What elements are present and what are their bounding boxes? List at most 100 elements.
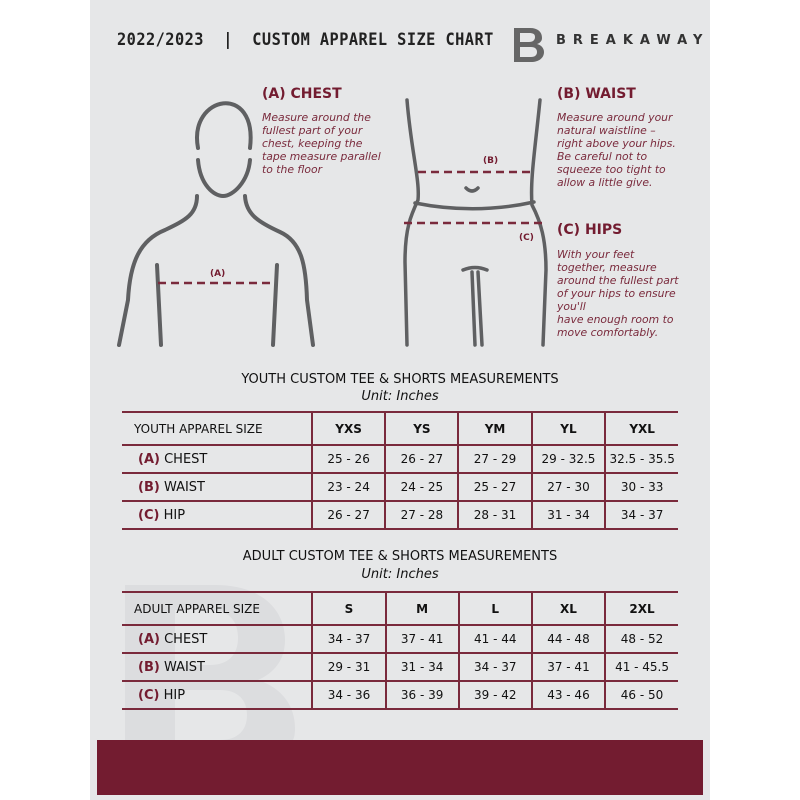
youth-table-title: YOUTH CUSTOM TEE & SHORTS MEASUREMENTS: [241, 372, 559, 387]
waist-marker: (B): [483, 156, 498, 166]
measurement-label: (C) HIP: [122, 500, 312, 530]
chest-line: Measure around the: [262, 111, 371, 124]
measurement-value: 24 - 25: [384, 472, 459, 502]
size-column-header: YS: [384, 411, 459, 446]
waist-line: Measure around your: [557, 111, 673, 124]
chest-line: chest, keeping the: [262, 137, 363, 150]
size-column-header: 2XL: [604, 591, 678, 626]
adult-table-title: ADULT CUSTOM TEE & SHORTS MEASUREMENTS: [242, 549, 558, 564]
hips-heading: (C) HIPS: [557, 222, 623, 238]
measurement-name: WAIST: [163, 479, 206, 495]
measurement-value: 27 - 29: [457, 444, 532, 474]
brand-name: BREAKAWAY: [556, 33, 710, 48]
table-row: (C) HIP 26 - 27 27 - 28 28 - 31 31 - 34 34 - …: [122, 500, 678, 530]
measurement-name: CHEST: [164, 451, 208, 467]
size-column-header: YM: [457, 411, 532, 446]
measurement-label: (B) WAIST: [122, 652, 313, 682]
size-column-header: M: [384, 591, 459, 626]
waist-line: Be careful not to: [557, 150, 648, 163]
youth-table-unit: Unit: Inches: [361, 389, 439, 404]
measurement-value: 44 - 48: [530, 624, 606, 654]
size-column-header: L: [457, 591, 532, 626]
chest-marker: (A): [210, 269, 225, 279]
page-title: 2022/2023 | CUSTOM APPAREL SIZE CHART: [117, 30, 494, 50]
table-row: (C) HIP 34 - 36 36 - 39 39 - 42 43 - 46 46 - …: [122, 680, 678, 710]
waist-line: right above your hips.: [557, 137, 676, 150]
size-column-header: XL: [530, 591, 606, 626]
measurement-value: 34 - 37: [457, 652, 532, 682]
measurement-value: 39 - 42: [457, 680, 532, 710]
measurement-value: 34 - 37: [604, 500, 678, 530]
size-header: ADULT APPAREL SIZE: [122, 591, 313, 626]
waist-line: allow a little give.: [557, 176, 653, 189]
measurement-value: 29 - 32.5: [530, 444, 606, 474]
logo-icon: [514, 28, 544, 62]
hips-line: have enough room to: [557, 313, 674, 326]
measurement-value: 30 - 33: [604, 472, 678, 502]
measurement-value: 26 - 27: [384, 444, 459, 474]
measurement-value: 48 - 52: [604, 624, 678, 654]
measurement-label: (B) WAIST: [122, 472, 312, 502]
measurement-value: 26 - 27: [310, 500, 386, 530]
table-row: (B) WAIST 29 - 31 31 - 34 34 - 37 37 - 41 41 …: [122, 652, 678, 682]
table-header-row: ADULT APPAREL SIZE S M L XL 2XL: [122, 591, 678, 626]
measurement-label: (C) HIP: [122, 680, 313, 710]
size-column-header: S: [311, 591, 386, 626]
waist-figure-icon: [403, 98, 548, 347]
measurement-value: 36 - 39: [384, 680, 459, 710]
waist-line: natural waistline –: [557, 124, 656, 137]
hips-line: move comfortably.: [557, 326, 659, 339]
measurement-value: 28 - 31: [457, 500, 532, 530]
table-header-row: YOUTH APPAREL SIZE YXS YS YM YL YXL: [122, 411, 678, 446]
measurement-value: 43 - 46: [530, 680, 606, 710]
size-column-header: YXL: [604, 411, 678, 446]
measurement-letter: (A): [138, 451, 160, 467]
adult-size-table: ADULT APPAREL SIZE S M L XL 2XL (A) CHEST 34 - …: [122, 591, 678, 710]
measurement-letter: (B): [138, 659, 160, 675]
chest-heading: (A) CHEST: [262, 86, 342, 102]
size-column-header: YXS: [310, 411, 386, 446]
hips-line: With your feet: [557, 248, 635, 261]
chest-line: tape measure parallel: [262, 150, 381, 163]
measurement-value: 34 - 37: [311, 624, 386, 654]
measurement-name: WAIST: [163, 659, 206, 675]
size-header: YOUTH APPAREL SIZE: [122, 411, 312, 446]
measurement-letter: (A): [138, 631, 160, 647]
hips-line: you'll: [557, 300, 586, 313]
measurement-value: 27 - 28: [384, 500, 459, 530]
measurement-label: (A) CHEST: [122, 444, 312, 474]
measurement-value: 41 - 44: [457, 624, 532, 654]
measurement-value: 29 - 31: [311, 652, 386, 682]
waist-heading: (B) WAIST: [557, 86, 636, 102]
measurement-label: (A) CHEST: [122, 624, 313, 654]
measurement-value: 41 - 45.5: [604, 652, 678, 682]
measurement-value: 37 - 41: [530, 652, 606, 682]
measurement-value: 25 - 27: [457, 472, 532, 502]
measurement-value: 46 - 50: [604, 680, 678, 710]
youth-size-table: YOUTH APPAREL SIZE YXS YS YM YL YXL (A) CHEST 2…: [122, 411, 678, 530]
table-row: (A) CHEST 34 - 37 37 - 41 41 - 44 44 - 48 48 …: [122, 624, 678, 654]
waist-line: squeeze too tight to: [557, 163, 666, 176]
waist-description: Measure around your natural waistline – ri…: [557, 111, 676, 189]
chest-line: fullest part of your: [262, 124, 363, 137]
measurement-name: HIP: [163, 507, 186, 523]
measurement-letter: (B): [138, 479, 160, 495]
measurement-value: 34 - 36: [311, 680, 386, 710]
measurement-value: 27 - 30: [530, 472, 606, 502]
hips-line: together, measure: [557, 261, 657, 274]
table-row: (B) WAIST 23 - 24 24 - 25 25 - 27 27 - 30 30 …: [122, 472, 678, 502]
measurement-value: 31 - 34: [384, 652, 459, 682]
measurement-value: 31 - 34: [530, 500, 606, 530]
measurement-value: 25 - 26: [310, 444, 386, 474]
hip-marker: (C): [519, 233, 534, 243]
adult-table-unit: Unit: Inches: [361, 567, 439, 582]
chest-description: Measure around the fullest part of your ch…: [262, 111, 381, 176]
measurement-letter: (C): [138, 687, 160, 703]
measurement-name: HIP: [163, 687, 186, 703]
size-column-header: YL: [530, 411, 606, 446]
hips-description: With your feet together, measure around th…: [557, 248, 679, 339]
footer-band: [97, 740, 703, 795]
hips-line: of your hips to ensure: [557, 287, 676, 300]
chest-line: to the floor: [262, 163, 323, 176]
measurement-value: 23 - 24: [310, 472, 386, 502]
